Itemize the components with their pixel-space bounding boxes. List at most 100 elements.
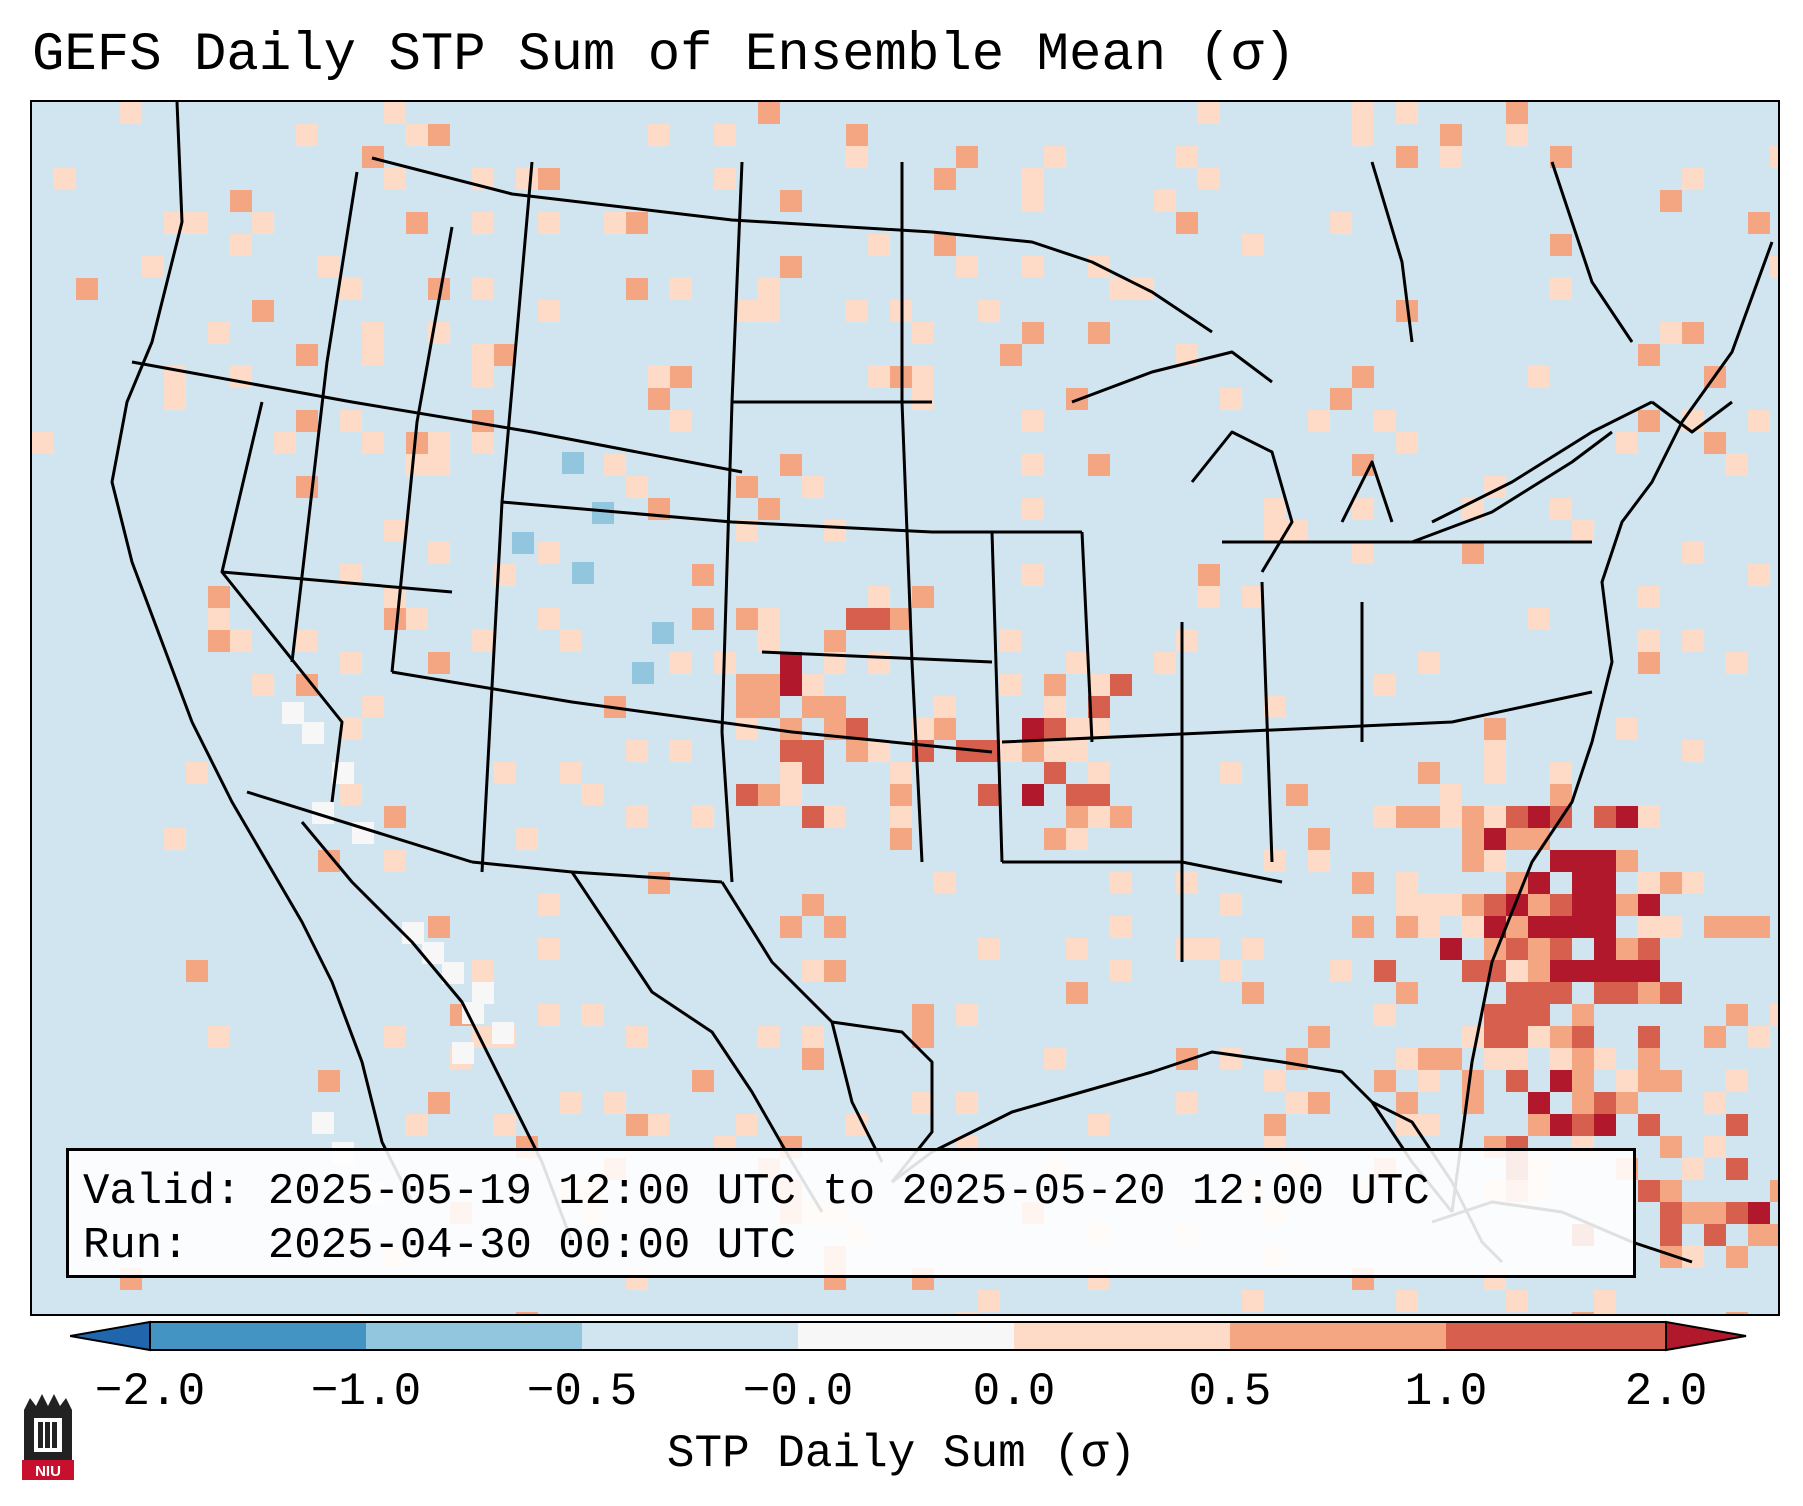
stp-anomaly-cell: [1088, 454, 1110, 476]
stp-anomaly-cell: [1484, 1048, 1506, 1070]
stp-anomaly-cell: [714, 124, 736, 146]
stp-anomaly-cell: [1748, 212, 1770, 234]
stp-anomaly-cell: [1616, 938, 1638, 960]
stp-anomaly-cell: [512, 532, 534, 554]
stp-anomaly-cell: [780, 652, 802, 674]
stp-anomaly-cell: [208, 630, 230, 652]
stp-anomaly-cell: [1660, 1246, 1682, 1268]
stp-anomaly-cell: [780, 190, 802, 212]
stp-anomaly-cell: [824, 916, 846, 938]
stp-anomaly-cell: [1066, 828, 1088, 850]
stp-anomaly-cell: [1572, 520, 1594, 542]
stp-anomaly-cell: [1308, 410, 1330, 432]
stp-anomaly-cell: [934, 718, 956, 740]
stp-anomaly-cell: [780, 718, 802, 740]
stp-anomaly-cell: [1396, 1290, 1418, 1312]
stp-anomaly-cell: [802, 894, 824, 916]
stp-anomaly-cell: [780, 916, 802, 938]
stp-anomaly-cell: [1726, 652, 1748, 674]
stp-anomaly-cell: [1022, 410, 1044, 432]
stp-anomaly-cell: [428, 454, 450, 476]
stp-anomaly-cell: [384, 168, 406, 190]
stp-anomaly-cell: [868, 366, 890, 388]
stp-anomaly-cell: [1176, 872, 1198, 894]
stp-anomaly-cell: [758, 784, 780, 806]
stp-anomaly-cell: [406, 454, 428, 476]
stp-anomaly-cell: [230, 190, 252, 212]
stp-anomaly-cell: [538, 1004, 560, 1026]
stp-anomaly-cell: [1638, 586, 1660, 608]
stp-anomaly-cell: [1638, 1026, 1660, 1048]
stp-anomaly-cell: [1506, 938, 1528, 960]
stp-anomaly-cell: [1638, 1180, 1660, 1202]
stp-anomaly-cell: [780, 674, 802, 696]
stp-anomaly-cell: [362, 344, 384, 366]
stp-anomaly-cell: [472, 344, 494, 366]
colorbar-tick-label: 0.0: [972, 1366, 1056, 1418]
stp-anomaly-cell: [736, 300, 758, 322]
stp-anomaly-cell: [296, 124, 318, 146]
stp-anomaly-cell: [1682, 1202, 1704, 1224]
stp-anomaly-cell: [538, 212, 560, 234]
stp-anomaly-cell: [802, 740, 824, 762]
stp-anomaly-cell: [780, 256, 802, 278]
stp-anomaly-cell: [318, 256, 340, 278]
stp-anomaly-cell: [1440, 894, 1462, 916]
stp-anomaly-cell: [1638, 1114, 1660, 1136]
stp-anomaly-cell: [956, 1092, 978, 1114]
stp-anomaly-cell: [1550, 784, 1572, 806]
stp-anomaly-cell: [1022, 168, 1044, 190]
stp-anomaly-cell: [758, 498, 780, 520]
stp-anomaly-cell: [1000, 630, 1022, 652]
stp-anomaly-cell: [1594, 1092, 1616, 1114]
stp-anomaly-cell: [1022, 784, 1044, 806]
stp-anomaly-cell: [1110, 278, 1132, 300]
stp-anomaly-cell: [1000, 740, 1022, 762]
stp-anomaly-cell: [1660, 1070, 1682, 1092]
stp-anomaly-cell: [1264, 520, 1286, 542]
stp-anomaly-cell: [758, 102, 780, 124]
stp-anomaly-cell: [1506, 806, 1528, 828]
stp-anomaly-cell: [1594, 806, 1616, 828]
stp-anomaly-cell: [516, 168, 538, 190]
stp-map: [32, 102, 1778, 1314]
stp-anomaly-cell: [472, 278, 494, 300]
stp-anomaly-cell: [1682, 630, 1704, 652]
colorbar-high-extend: [1665, 1320, 1747, 1352]
stp-anomaly-cell: [1528, 872, 1550, 894]
stp-anomaly-cell: [890, 762, 912, 784]
stp-neutral-cell: [452, 1042, 474, 1064]
stp-anomaly-cell: [758, 1026, 780, 1048]
stp-anomaly-cell: [1550, 278, 1572, 300]
stp-anomaly-cell: [1484, 718, 1506, 740]
stp-anomaly-cell: [934, 696, 956, 718]
stp-anomaly-cell: [912, 366, 934, 388]
stp-anomaly-cell: [1088, 674, 1110, 696]
stp-anomaly-cell: [340, 652, 362, 674]
stp-anomaly-cell: [1110, 806, 1132, 828]
stp-anomaly-cell: [406, 212, 428, 234]
stp-anomaly-cell: [670, 366, 692, 388]
colorbar-bin: [1230, 1322, 1446, 1350]
colorbar-bin: [1446, 1322, 1666, 1350]
stp-anomaly-cell: [208, 608, 230, 630]
stp-anomaly-cell: [1682, 542, 1704, 564]
stp-anomaly-cell: [1022, 740, 1044, 762]
stp-anomaly-cell: [1462, 828, 1484, 850]
stp-anomaly-cell: [1528, 1026, 1550, 1048]
stp-anomaly-cell: [912, 1004, 934, 1026]
stp-anomaly-cell: [1550, 850, 1572, 872]
stp-anomaly-cell: [1220, 762, 1242, 784]
stp-anomaly-cell: [582, 784, 604, 806]
stp-anomaly-cell: [318, 1070, 340, 1092]
stp-anomaly-cell: [1396, 894, 1418, 916]
stp-anomaly-cell: [956, 146, 978, 168]
stp-anomaly-cell: [1660, 982, 1682, 1004]
stp-anomaly-cell: [1308, 1026, 1330, 1048]
stp-anomaly-cell: [890, 608, 912, 630]
stp-anomaly-cell: [1418, 1114, 1440, 1136]
stp-anomaly-cell: [1726, 1202, 1748, 1224]
stp-anomaly-cell: [1594, 1312, 1616, 1314]
stp-anomaly-cell: [1770, 1180, 1778, 1202]
stp-anomaly-cell: [1484, 828, 1506, 850]
